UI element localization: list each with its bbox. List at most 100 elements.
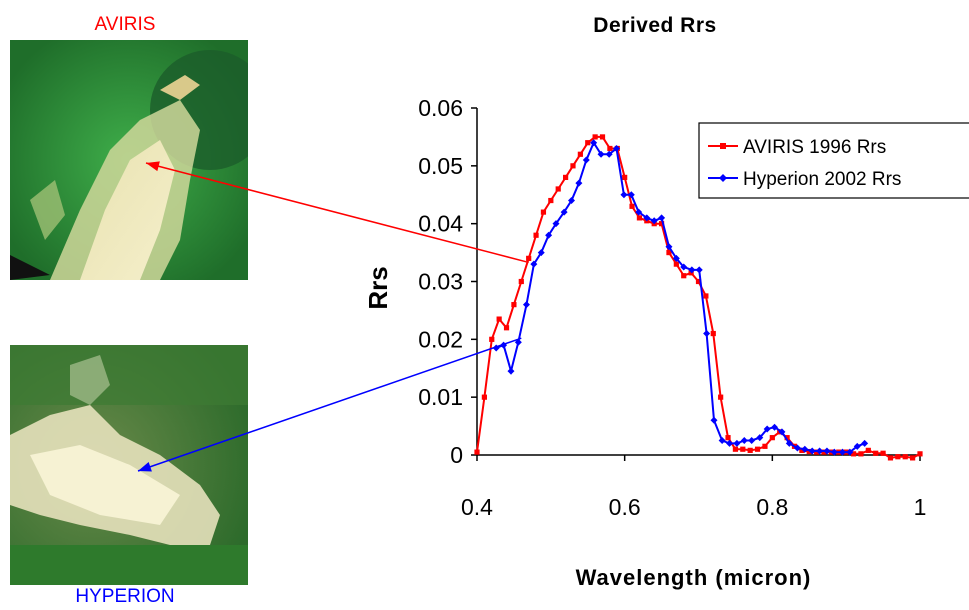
data-point bbox=[548, 197, 554, 204]
data-point bbox=[518, 278, 524, 285]
data-point bbox=[747, 447, 753, 453]
data-point bbox=[823, 447, 831, 455]
y-axis-title: Rrs bbox=[363, 266, 393, 309]
data-point bbox=[592, 134, 598, 140]
data-point bbox=[658, 214, 666, 222]
data-point bbox=[597, 150, 605, 158]
data-point bbox=[673, 261, 679, 267]
data-point bbox=[635, 208, 643, 216]
data-point bbox=[555, 186, 561, 192]
data-point bbox=[771, 423, 779, 431]
hyperion-image bbox=[10, 345, 248, 585]
data-point bbox=[710, 330, 716, 337]
data-point bbox=[650, 217, 658, 225]
legend-marker bbox=[720, 143, 726, 149]
data-point bbox=[507, 367, 515, 375]
x-tick-label: 0.6 bbox=[609, 494, 641, 520]
data-point bbox=[540, 209, 547, 215]
data-point bbox=[545, 231, 553, 239]
data-point bbox=[613, 144, 621, 152]
data-point bbox=[695, 266, 703, 274]
y-tick-label: 0.04 bbox=[418, 211, 463, 237]
data-point bbox=[785, 439, 793, 447]
data-point bbox=[814, 449, 820, 455]
data-point bbox=[658, 221, 665, 227]
data-point bbox=[489, 336, 495, 342]
data-point bbox=[568, 197, 576, 205]
x-tick-label: 0.4 bbox=[461, 494, 493, 520]
annotation-arrow-bottom bbox=[137, 337, 522, 472]
data-point bbox=[858, 451, 864, 457]
y-tick-label: 0 bbox=[450, 442, 463, 468]
aviris-label: AVIRIS bbox=[94, 14, 156, 35]
legend-box bbox=[698, 122, 969, 199]
data-point bbox=[665, 243, 673, 251]
data-point bbox=[895, 454, 901, 460]
y-tick-label: 0.06 bbox=[418, 95, 463, 121]
data-point bbox=[718, 437, 726, 445]
y-tick-label: 0.01 bbox=[418, 384, 463, 410]
data-point bbox=[533, 232, 539, 238]
data-point bbox=[806, 448, 812, 455]
data-point bbox=[784, 435, 790, 441]
x-tick-label: 1 bbox=[914, 494, 927, 520]
data-point bbox=[681, 273, 687, 279]
data-point bbox=[503, 325, 510, 331]
data-point bbox=[740, 446, 746, 452]
data-point bbox=[754, 446, 761, 452]
data-point bbox=[537, 249, 545, 257]
data-point bbox=[850, 451, 857, 457]
data-point bbox=[688, 270, 694, 276]
data-point bbox=[799, 447, 805, 453]
data-point bbox=[740, 437, 748, 445]
data-point bbox=[582, 156, 590, 164]
data-point bbox=[732, 446, 739, 452]
data-point bbox=[577, 151, 583, 157]
data-point bbox=[643, 214, 651, 222]
data-point bbox=[762, 443, 768, 449]
data-point bbox=[816, 447, 824, 455]
data-point bbox=[585, 140, 591, 146]
data-point bbox=[733, 439, 741, 447]
data-point bbox=[522, 301, 530, 309]
data-point bbox=[917, 451, 923, 457]
data-point bbox=[599, 134, 606, 140]
data-point bbox=[622, 174, 628, 180]
data-point bbox=[703, 330, 711, 338]
data-point bbox=[680, 263, 688, 271]
data-point bbox=[880, 450, 886, 456]
data-point bbox=[563, 174, 569, 180]
legend-label: AVIRIS 1996 Rrs bbox=[743, 137, 886, 158]
data-point bbox=[620, 191, 628, 199]
annotation-arrowhead-bottom bbox=[138, 462, 152, 472]
data-point bbox=[726, 439, 734, 447]
aviris-image bbox=[10, 40, 248, 280]
y-tick-label: 0.05 bbox=[418, 153, 463, 179]
data-point bbox=[756, 434, 764, 442]
data-point bbox=[636, 215, 643, 221]
data-point bbox=[725, 435, 731, 441]
data-point bbox=[496, 316, 502, 322]
data-point bbox=[474, 449, 480, 455]
data-point bbox=[793, 444, 801, 452]
data-point bbox=[808, 447, 816, 455]
data-point bbox=[605, 150, 613, 158]
data-point bbox=[526, 255, 532, 261]
chart-title: Derived Rrs bbox=[593, 14, 717, 37]
data-point bbox=[865, 447, 871, 453]
data-point bbox=[830, 448, 838, 456]
y-tick-label: 0.02 bbox=[418, 326, 463, 352]
x-axis-title: Wavelength (micron) bbox=[576, 565, 812, 590]
data-point bbox=[873, 450, 879, 456]
hyperion-label: HYPERION bbox=[75, 586, 175, 607]
data-point bbox=[853, 442, 861, 450]
y-tick-label: 0.03 bbox=[418, 269, 463, 295]
data-point bbox=[560, 208, 568, 216]
data-point bbox=[575, 179, 583, 187]
data-point bbox=[710, 416, 718, 424]
data-point bbox=[703, 293, 709, 299]
data-point bbox=[718, 394, 724, 400]
data-point bbox=[629, 203, 635, 209]
data-point bbox=[570, 163, 576, 169]
